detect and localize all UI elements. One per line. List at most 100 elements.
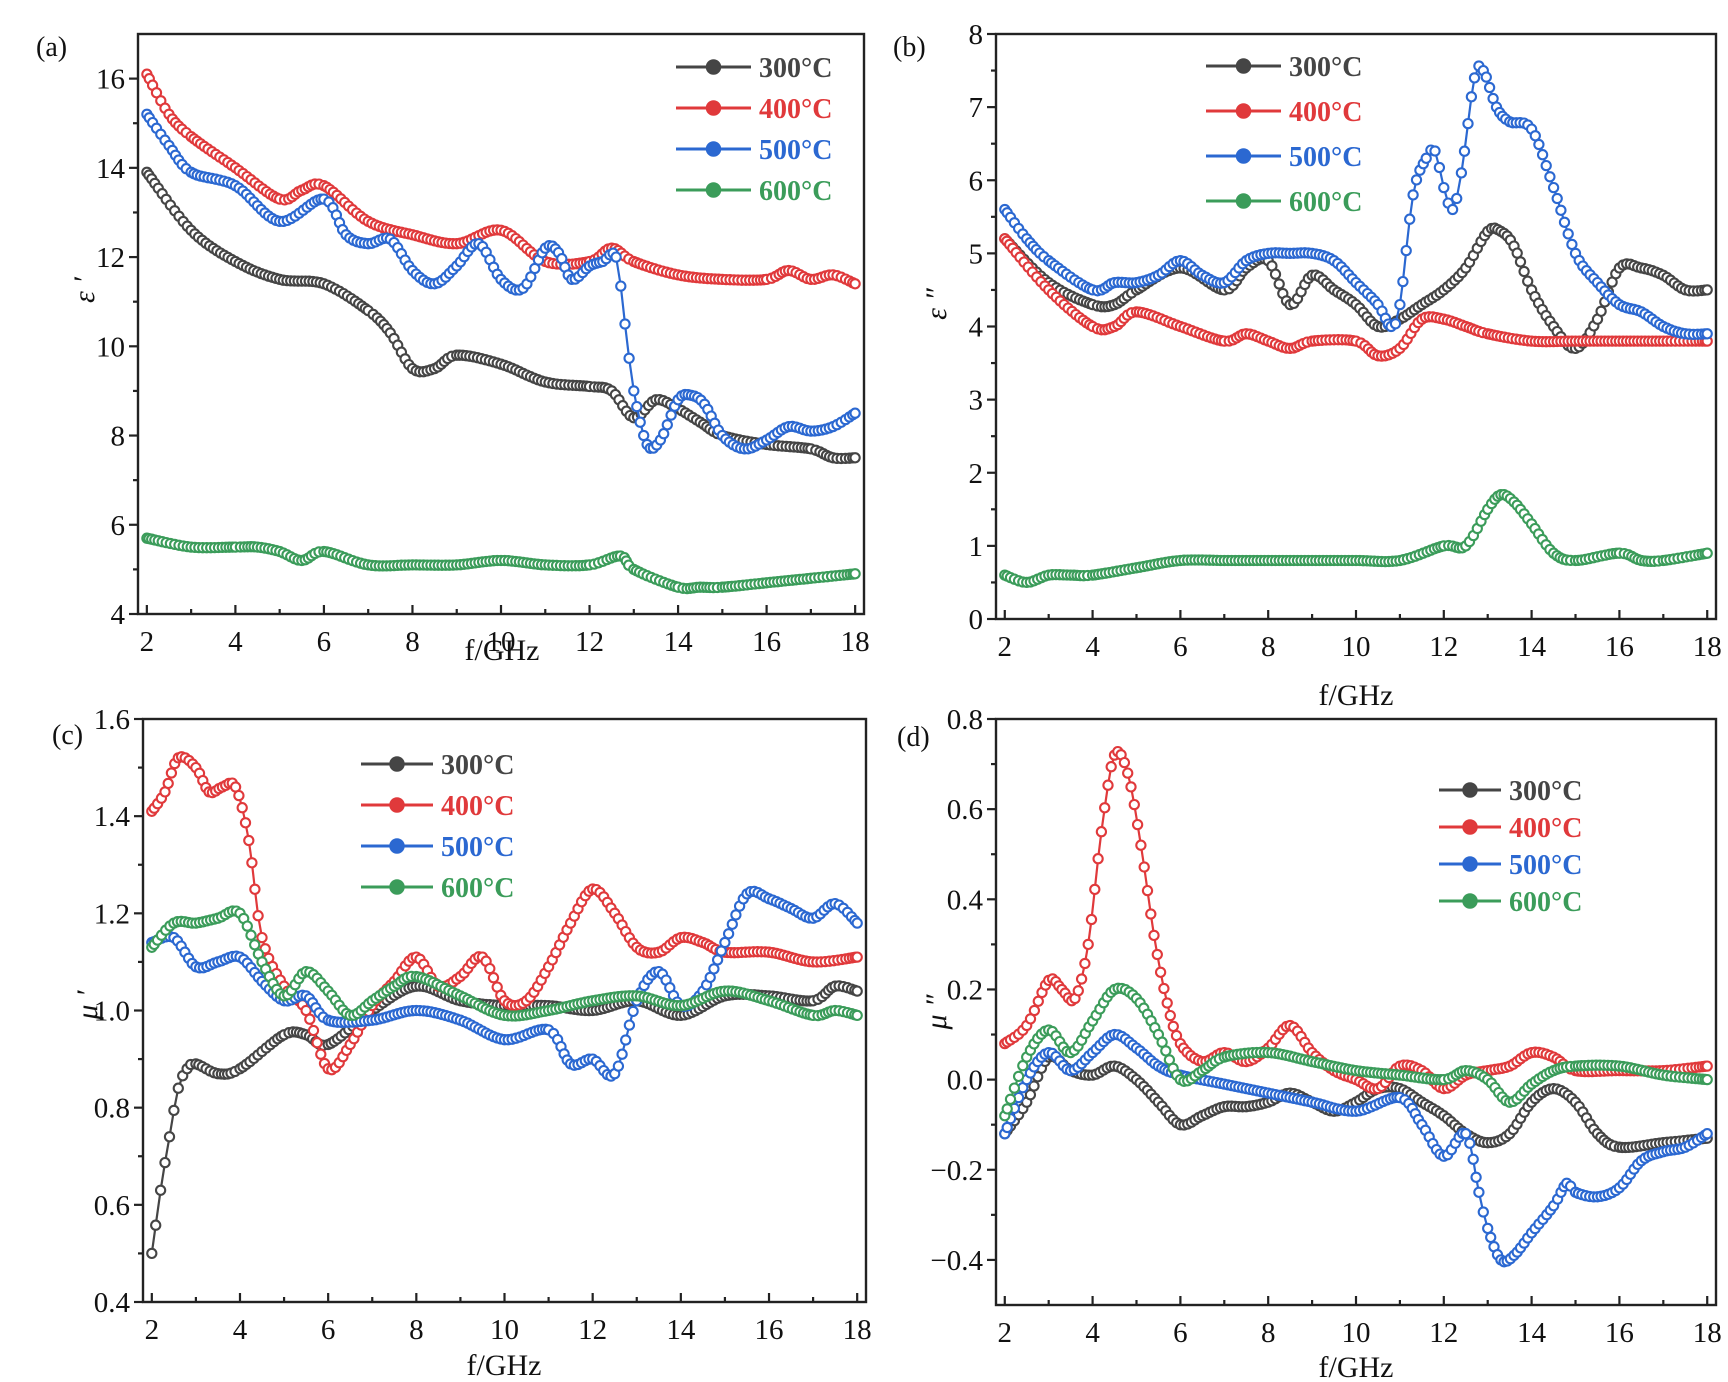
data-point <box>1446 203 1459 216</box>
data-point <box>1514 256 1527 268</box>
legend-label: 500°C <box>1509 850 1582 881</box>
data-point <box>1135 839 1147 851</box>
y-tick-label: 12 <box>96 242 125 274</box>
y-axis-label-b: ε ″ <box>920 288 953 320</box>
y-tick-label: 8 <box>111 421 126 453</box>
y-tick-label: 0.2 <box>947 974 983 1006</box>
data-point <box>1544 171 1556 183</box>
x-tick-label: 8 <box>409 1314 424 1346</box>
x-tick-label: 18 <box>1693 1317 1722 1349</box>
legend-marker <box>1235 103 1252 119</box>
data-point <box>1420 152 1432 164</box>
data-point <box>1167 1020 1179 1033</box>
data-point <box>634 416 646 428</box>
y-tick-label: −0.2 <box>930 1155 983 1187</box>
x-tick-label: 14 <box>1517 631 1547 663</box>
legend-item-500: 500°C <box>1439 850 1582 881</box>
x-tick-label: 18 <box>1693 631 1722 663</box>
data-point <box>245 929 257 941</box>
legend-label: 600°C <box>759 176 832 207</box>
legend-d: 300°C 400°C 500°C 600°C <box>1439 776 1582 918</box>
data-point <box>1105 761 1117 773</box>
series-500c <box>999 1028 1713 1268</box>
legend-item-500: 500°C <box>361 832 514 863</box>
data-point <box>1072 985 1084 997</box>
data-point <box>252 910 264 922</box>
data-point <box>1547 181 1560 194</box>
y-tick-label: 8 <box>969 19 984 51</box>
x-tick-label: 2 <box>998 631 1013 663</box>
data-point <box>315 1048 327 1060</box>
legend-item-400: 400°C <box>1206 97 1362 128</box>
panel-label-a: (a) <box>36 32 67 63</box>
series-layer-c <box>146 751 863 1260</box>
x-tick-label: 10 <box>1342 631 1371 663</box>
data-point <box>1477 1206 1489 1218</box>
data-point <box>1480 71 1492 83</box>
x-tick-label: 4 <box>1085 1317 1100 1349</box>
data-point <box>638 429 650 442</box>
legend-marker <box>705 59 722 75</box>
data-point <box>172 1082 184 1094</box>
data-point <box>1551 192 1563 205</box>
data-point <box>1407 189 1419 201</box>
legend-marker <box>1462 819 1478 835</box>
data-point <box>233 789 245 802</box>
data-point <box>1562 228 1574 240</box>
series-600c <box>999 488 1713 589</box>
x-tick-label: 18 <box>841 626 870 658</box>
data-point <box>616 1048 628 1060</box>
data-point <box>1701 328 1713 340</box>
data-point <box>1533 138 1545 151</box>
series-500c <box>146 885 863 1082</box>
data-point <box>1001 1103 1013 1115</box>
legend-label: 500°C <box>1289 142 1362 173</box>
series-600c <box>141 532 861 595</box>
data-point <box>168 1104 180 1117</box>
legend-item-300: 300°C <box>1206 52 1362 83</box>
data-point <box>1160 1045 1172 1057</box>
legend-label: 400°C <box>1509 813 1582 844</box>
data-point <box>851 985 863 997</box>
y-tick-label: 3 <box>969 385 984 417</box>
data-point <box>851 917 863 929</box>
x-axis-label-d: f/GHz <box>1319 1351 1394 1382</box>
data-point <box>851 951 863 963</box>
data-point <box>849 407 861 419</box>
data-point <box>1540 159 1552 172</box>
ticks-d: 2 4 6 8 10 12 14 16 18 −0.4 −0.2 0.0 0.2 0.4 0.6 0.8 <box>930 704 1721 1349</box>
data-point <box>1148 929 1160 942</box>
data-point <box>1451 192 1463 205</box>
data-point <box>1473 1186 1485 1198</box>
legend-label: 600°C <box>441 873 514 904</box>
data-point <box>610 251 622 263</box>
x-tick-label: 6 <box>1173 631 1188 663</box>
data-point <box>623 1019 636 1031</box>
data-point <box>1154 966 1167 978</box>
data-point <box>1483 81 1496 94</box>
x-tick-label: 18 <box>843 1314 872 1346</box>
legend-label: 400°C <box>759 94 832 125</box>
panel-label-c: (c) <box>52 720 83 751</box>
x-tick-label: 10 <box>1342 1317 1371 1349</box>
plot-frame-c <box>141 717 868 1304</box>
data-point <box>1460 1128 1472 1140</box>
y-tick-label: −0.4 <box>930 1245 983 1277</box>
data-point <box>1138 861 1150 873</box>
data-point <box>849 278 861 290</box>
data-point <box>1397 275 1409 288</box>
legend-label: 400°C <box>1289 97 1362 128</box>
y-axis-label-a: ε ′ <box>68 277 101 303</box>
data-point <box>246 857 258 869</box>
data-point <box>1482 1222 1494 1235</box>
y-tick-label: 1 <box>969 531 984 563</box>
legend-marker <box>1235 148 1252 164</box>
data-point <box>1465 91 1478 103</box>
x-tick-label: 12 <box>1429 631 1458 663</box>
legend-item-600: 600°C <box>361 873 514 904</box>
legend-item-600: 600°C <box>1439 887 1582 918</box>
legend-label: 300°C <box>441 750 514 781</box>
data-point <box>1429 145 1441 157</box>
data-point <box>1455 167 1468 179</box>
